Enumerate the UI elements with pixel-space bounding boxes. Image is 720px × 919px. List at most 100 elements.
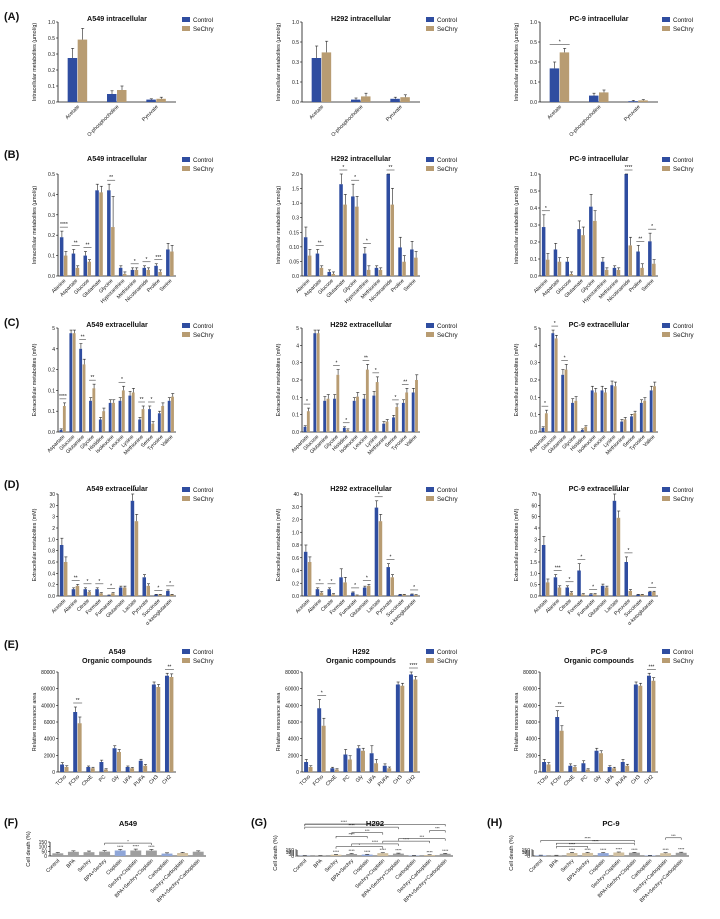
- y-tick-label: 30: [49, 492, 55, 498]
- y-tick-label: 1.5: [530, 560, 537, 566]
- legend-label-control: Control: [437, 157, 457, 164]
- bar-control: [541, 427, 545, 432]
- bar-control: [542, 762, 547, 772]
- y-axis-label: Relative resonance area: [514, 693, 520, 751]
- bar-control: [607, 767, 612, 772]
- bar-sechry: [158, 594, 162, 596]
- bar: [582, 852, 594, 856]
- y-tick-label: 1.0: [48, 537, 55, 543]
- legend-label-sechry: SeChry: [193, 26, 215, 33]
- bar-sechry: [146, 585, 151, 596]
- bar-sechry: [319, 267, 324, 276]
- bar: [613, 852, 625, 856]
- legend-label-control: Control: [673, 157, 693, 164]
- bar-sechry: [640, 267, 644, 276]
- bar-control: [401, 402, 405, 432]
- bar-sechry: [584, 426, 588, 432]
- bar-control: [157, 413, 161, 432]
- comparison-bracket: [351, 843, 399, 846]
- sig-mark: ****: [600, 847, 607, 852]
- y-tick-label: 0.1: [48, 388, 55, 394]
- y-tick-label: 4000: [288, 737, 299, 743]
- y-tick-label: 150: [286, 848, 295, 854]
- legend-swatch-sechry: [662, 332, 670, 337]
- sig-label: *: [98, 579, 100, 585]
- bar-control: [351, 592, 355, 596]
- bar: [660, 853, 672, 856]
- bar-control: [83, 589, 87, 596]
- sig-label: *: [394, 395, 396, 401]
- bar-control: [620, 421, 624, 432]
- bar-control: [154, 265, 158, 276]
- y-tick-label: 50: [531, 515, 537, 521]
- x-tick-label: CH3: [392, 774, 404, 786]
- x-tick-label: O-phosphocholine: [86, 104, 120, 138]
- legend-swatch-sechry: [426, 496, 434, 501]
- bar-sechry: [625, 765, 630, 772]
- bar-control: [612, 500, 617, 596]
- bar-control: [600, 261, 605, 276]
- y-tick-label: 0.2: [48, 68, 55, 74]
- bar-control: [630, 416, 633, 432]
- y-tick-label: 60000: [523, 687, 537, 693]
- y-tick-label: 1.0: [530, 571, 537, 577]
- sig-label: *: [544, 401, 546, 407]
- bar-sechry: [604, 587, 609, 596]
- y-tick-label: 0.8: [48, 549, 55, 555]
- bar-control: [315, 589, 320, 596]
- y-axis-label: Extracellular metabolites (mM): [276, 343, 282, 416]
- legend-swatch-sechry: [426, 26, 434, 31]
- bar-control: [636, 594, 640, 596]
- sig-mark: ****: [678, 847, 685, 852]
- bar-sechry: [346, 429, 350, 432]
- y-tick-label: 50: [41, 849, 47, 855]
- sig-label: **: [364, 355, 368, 361]
- y-tick-label: 50: [524, 852, 530, 858]
- bracket-label: ****: [348, 822, 355, 827]
- bar-control: [83, 255, 87, 276]
- bar-control: [612, 267, 617, 276]
- chart-C3: PC-9 extracellular 0.0 0.1 0.1 0.2 0.3 4 5 Extra…: [514, 320, 695, 456]
- bar-control: [633, 684, 638, 772]
- y-tick-label: 0: [52, 770, 55, 776]
- y-tick-label: 100: [286, 850, 295, 856]
- y-tick-label: 0.0: [48, 274, 55, 280]
- legend-swatch-sechry: [182, 26, 190, 31]
- x-tick-label: CH3: [148, 774, 160, 786]
- bar-sechry: [405, 392, 409, 432]
- bar-control: [398, 247, 402, 276]
- bar-sechry: [390, 577, 395, 596]
- legend-label-sechry: SeChry: [437, 26, 459, 33]
- y-tick-label: 0.3: [530, 60, 537, 66]
- y-tick-label: 0: [534, 770, 537, 776]
- bracket-label: ****: [372, 839, 379, 844]
- y-tick-label: 0.2: [292, 378, 299, 384]
- y-tick-label: 0.0: [48, 100, 55, 106]
- bar: [628, 852, 640, 856]
- bar-control: [98, 419, 102, 432]
- x-tick-label: PUFA: [377, 774, 391, 788]
- bar-sechry: [82, 364, 86, 432]
- y-axis-label: Extracellular metabolites (mM): [32, 343, 38, 416]
- legend-swatch-control: [662, 487, 670, 492]
- y-tick-label: 100: [39, 845, 48, 851]
- y-tick-label: 0.4: [48, 192, 55, 198]
- sig-label: ****: [625, 165, 633, 171]
- bar: [424, 855, 436, 856]
- bar-control: [624, 174, 628, 276]
- sig-label: **: [167, 664, 171, 670]
- y-tick-label: 4000: [44, 737, 55, 743]
- bar-control: [549, 68, 560, 102]
- legend-label-control: Control: [437, 649, 457, 656]
- bar-control: [594, 750, 599, 772]
- bar-sechry: [170, 251, 174, 276]
- bar-sechry: [414, 594, 418, 596]
- comparison-bracket: [382, 840, 430, 844]
- legend-swatch-sechry: [662, 496, 670, 501]
- bar-sechry: [581, 235, 585, 276]
- sig-label: **: [403, 379, 407, 385]
- y-tick-label: 0.15: [289, 230, 299, 236]
- sig-label: *: [345, 418, 347, 424]
- bracket-label: ****: [592, 838, 599, 843]
- bar-sechry: [581, 594, 585, 596]
